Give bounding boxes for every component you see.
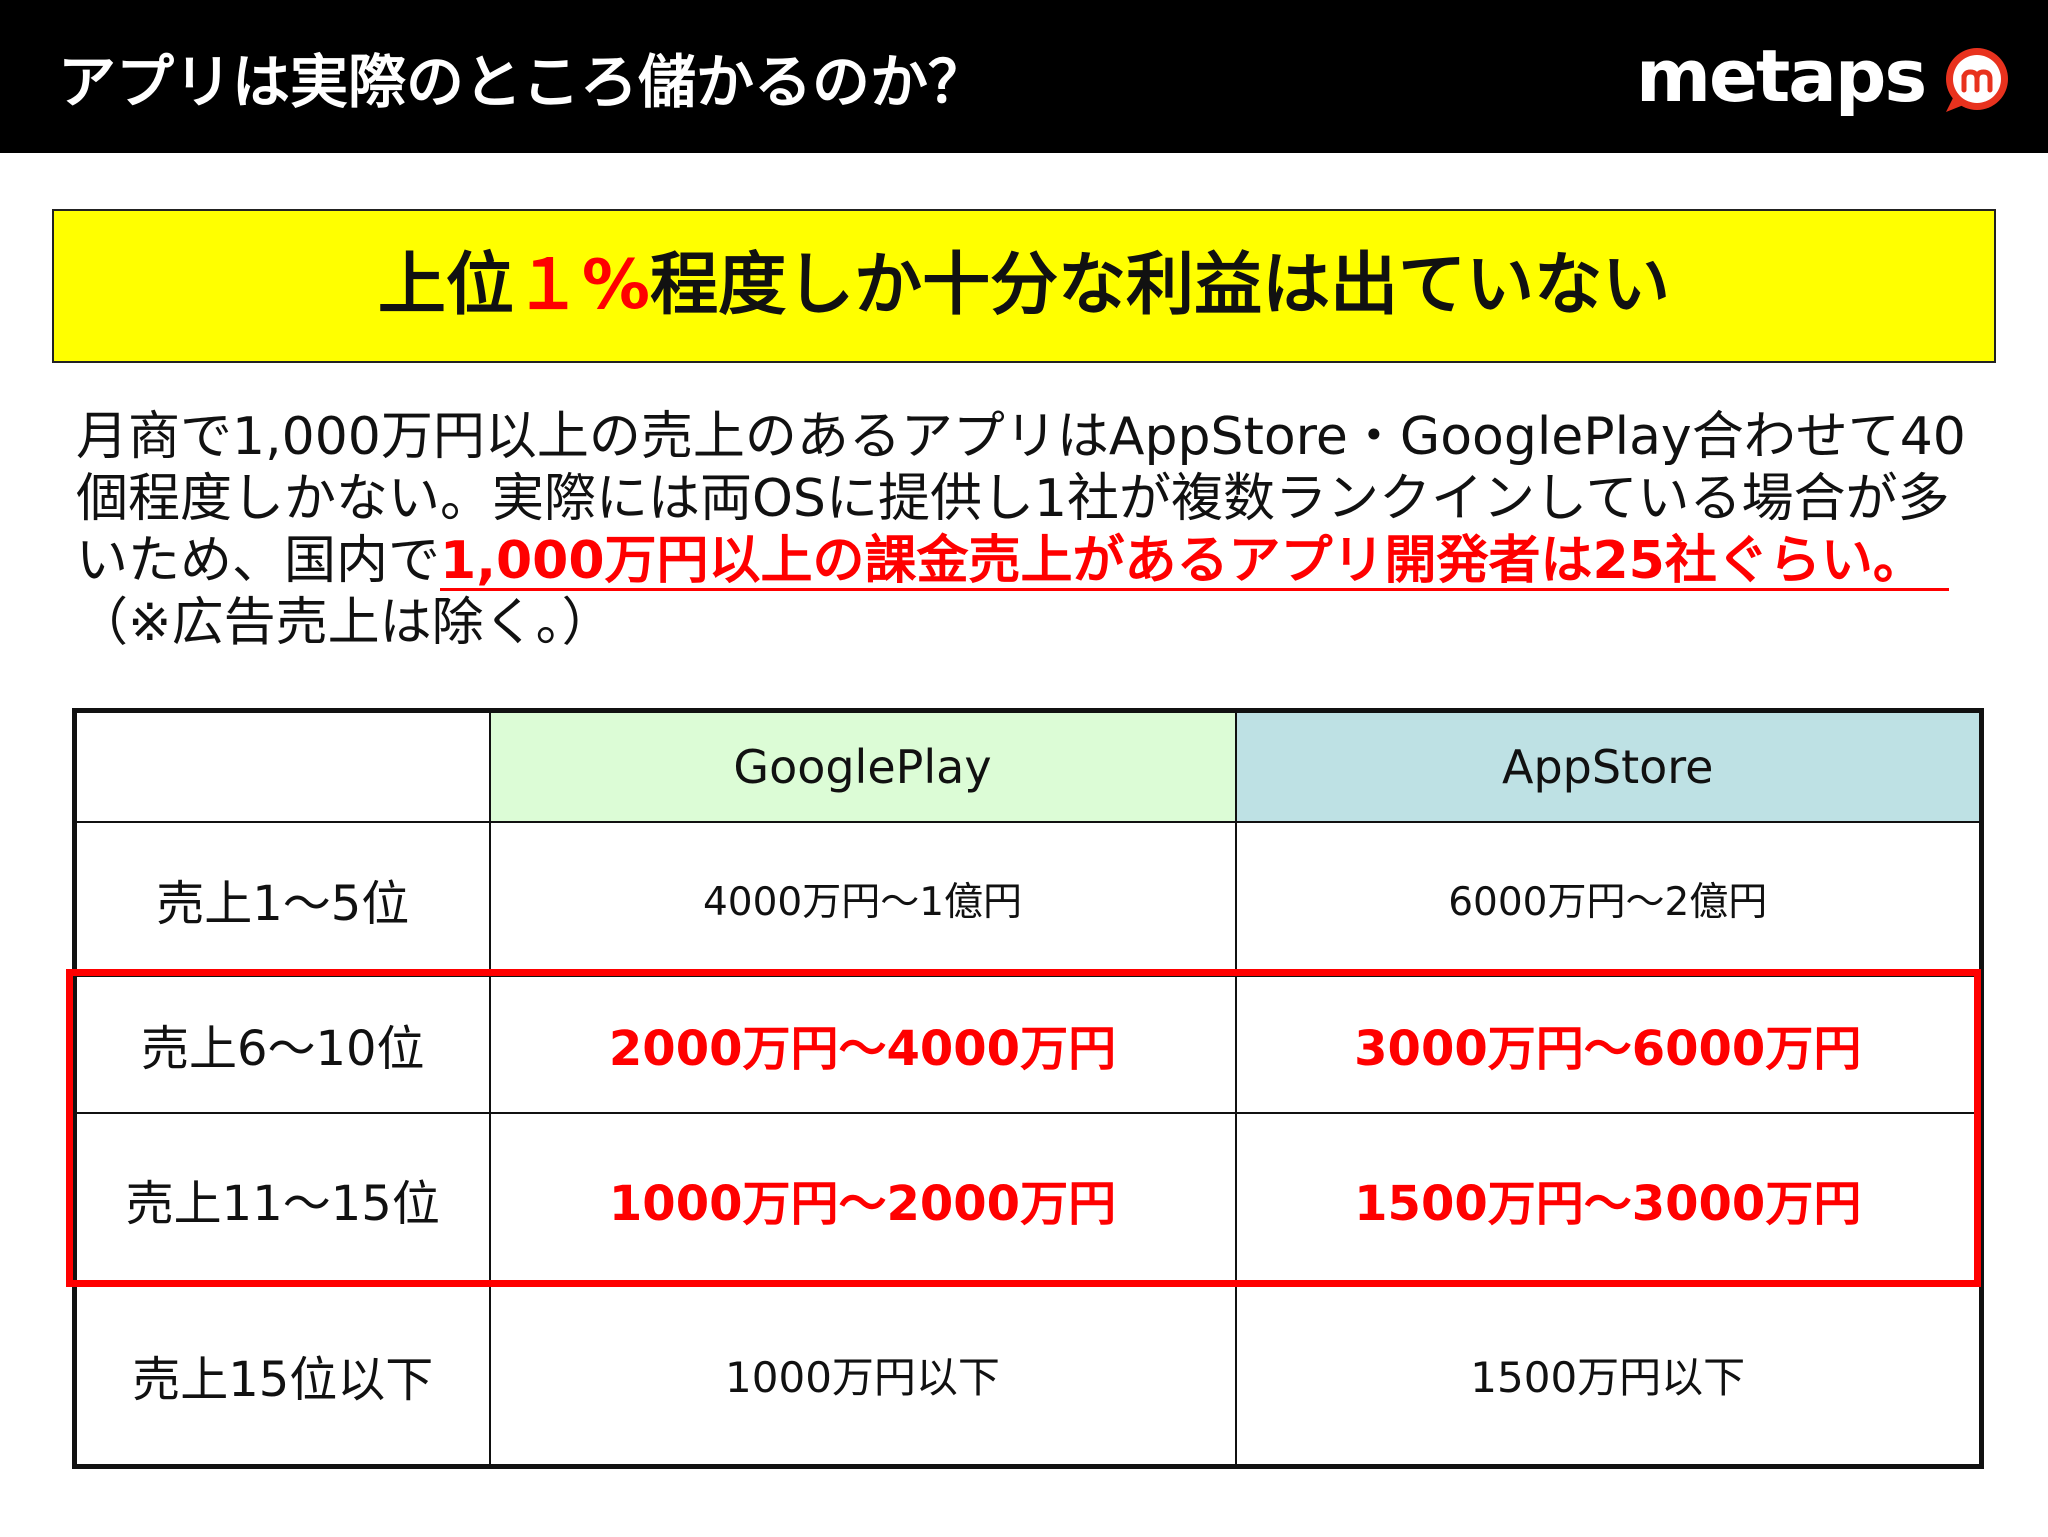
appstore-value: 1500万円以下 [1234, 1283, 1983, 1468]
body-line-3-plain: いため、国内で [76, 531, 441, 591]
table-row: 売上1〜5位 4000万円〜1億円 6000万円〜2億円 [73, 820, 1983, 977]
headline-after: 程度しか十分な利益は出ていない [650, 246, 1671, 325]
header-bar: アプリは実際のところ儲かるのか？ metaps [0, 0, 2048, 153]
googleplay-value: 2000万円〜4000万円 [488, 974, 1237, 1114]
slide-title: アプリは実際のところ儲かるのか？ [58, 48, 987, 116]
metaps-logo-icon [1946, 48, 2008, 112]
table-header-empty-cell [73, 709, 491, 823]
headline-box: 上位１%程度しか十分な利益は出ていない [52, 209, 1996, 363]
body-paragraph: 月商で1,000万円以上の売上のあるアプリはAppStore・GooglePla… [76, 406, 1966, 654]
body-highlight-text: 1,000万円以上の課金売上があるアプリ開発者は25社ぐらい。 [440, 534, 1949, 591]
appstore-value: 1500万円〜3000万円 [1234, 1111, 1983, 1286]
headline-before: 上位 [377, 246, 514, 325]
row-label: 売上15位以下 [73, 1283, 491, 1468]
table-header-row: GooglePlay AppStore [73, 709, 1983, 823]
table-header-appstore: AppStore [1234, 709, 1983, 823]
body-line-2: 個程度しかない。実際には両OSに提供し1社が複数ランクインしている場合が多 [76, 469, 1950, 529]
body-line-3: いため、国内で1,000万円以上の課金売上があるアプリ開発者は25社ぐらい。 [76, 530, 1966, 592]
table-header-googleplay: GooglePlay [488, 709, 1237, 823]
row-label: 売上11〜15位 [73, 1111, 491, 1286]
row-label: 売上6〜10位 [73, 974, 491, 1114]
googleplay-value: 1000万円〜2000万円 [488, 1111, 1237, 1286]
row-label: 売上1〜5位 [73, 820, 491, 977]
googleplay-value: 1000万円以下 [488, 1283, 1237, 1468]
googleplay-value: 4000万円〜1億円 [488, 820, 1237, 977]
appstore-value: 6000万円〜2億円 [1234, 820, 1983, 977]
body-line-1: 月商で1,000万円以上の売上のあるアプリはAppStore・GooglePla… [76, 407, 1966, 467]
body-line-4: （※広告売上は除く。） [76, 593, 614, 653]
metaps-logo: metaps [1636, 26, 2016, 126]
table-row: 売上11〜15位 1000万円〜2000万円 1500万円〜3000万円 [73, 1111, 1983, 1286]
table-row: 売上15位以下 1000万円以下 1500万円以下 [73, 1283, 1983, 1468]
headline-highlight: １% [513, 246, 651, 325]
logo-text: metaps [1636, 34, 1927, 118]
revenue-table: GooglePlay AppStore 売上1〜5位 4000万円〜1億円 60… [72, 708, 1984, 1469]
appstore-value: 3000万円〜6000万円 [1234, 974, 1983, 1114]
table-row: 売上6〜10位 2000万円〜4000万円 3000万円〜6000万円 [73, 974, 1983, 1114]
